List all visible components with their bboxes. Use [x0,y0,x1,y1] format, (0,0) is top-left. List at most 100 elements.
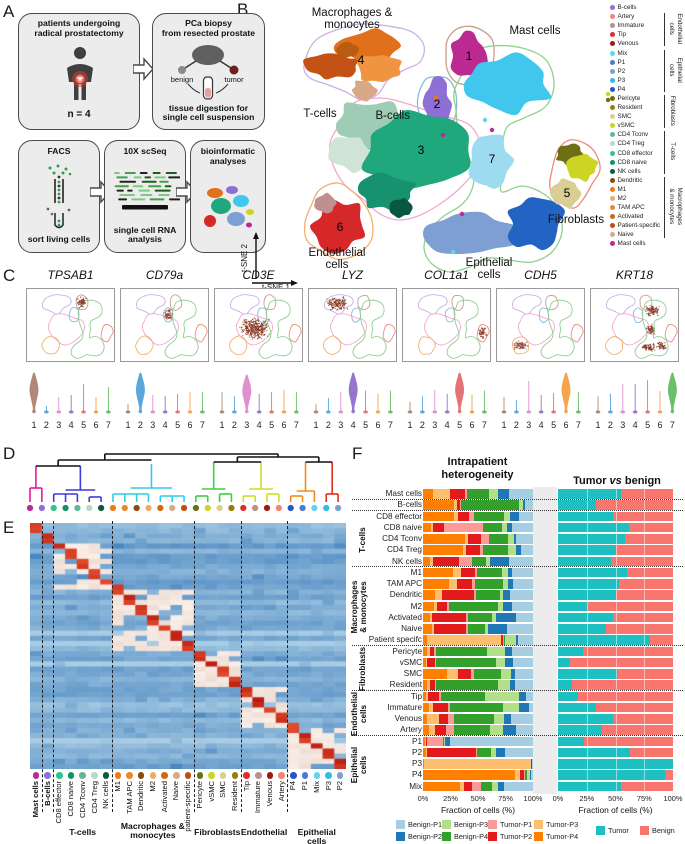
expression-dot [327,298,329,300]
expression-dot [265,323,267,326]
expression-dot [263,328,266,330]
violin-base [526,410,532,414]
bar-row-label: TAM APC [386,579,422,588]
expression-dot [662,347,664,350]
stacked-bar-row [423,759,533,769]
bar-segment [436,680,498,690]
bar-segment [515,680,533,690]
minimap-contour [288,323,302,343]
expression-dot [164,314,166,316]
bar-segment [490,556,509,567]
minimap-contour [41,294,72,315]
stacked-bar-row [423,747,533,758]
bar-segment [426,747,428,758]
stacked-bar-row [423,635,533,645]
bar-segment [423,500,454,510]
expression-dot [482,332,485,335]
expression-dot [77,298,79,300]
minimap-contour [100,323,114,343]
tsne-cluster-blob [310,200,366,254]
expression-dot [330,302,332,304]
bar-segment [528,702,533,713]
bar-segment [497,680,510,690]
dendrogram-leaf-dot [240,504,247,512]
expression-dot [170,316,172,318]
bar-segment [484,624,488,634]
minimap-contour [634,299,669,359]
legend-item: CD8 effector [610,149,685,158]
legend-dot-icon [610,50,615,56]
bar-segment [502,522,507,533]
bar-segment [518,691,527,702]
expression-dot [661,341,663,344]
gene-tsne-minimap [402,288,491,362]
bar-segment [441,590,474,600]
legend-swatch [596,826,605,835]
tumor-benign-bar-row [558,669,673,679]
tumor-benign-bar-row [558,646,673,657]
tumor-segment [558,691,578,702]
heatmap-group-label: Endothelial [240,827,288,837]
bar-segment [457,500,461,510]
expression-dot [339,307,341,309]
minimap-contour [75,294,89,311]
expression-dot [645,346,647,349]
expression-dot [329,299,331,301]
title-part-italic: vs [609,474,622,487]
expression-dot [661,344,663,346]
expression-dot [260,324,262,326]
dendrogram-leaf-dot [62,504,69,512]
expression-dot [163,312,165,314]
minimap-svg [322,294,396,359]
legend-dot-icon [610,150,615,156]
expression-dot [82,302,85,304]
minimap-contour [135,335,154,355]
violin-plot [595,372,677,414]
bar-segment [431,612,466,623]
expression-dot [343,305,345,307]
expression-dot [647,308,650,310]
violin-plot [407,372,487,414]
bar-segment [471,669,474,679]
expression-dot [650,345,652,347]
expression-dot [486,334,488,336]
expression-dot [256,326,258,328]
expression-dot [650,331,652,333]
expression-dot [663,348,665,351]
expression-dot [245,319,247,321]
legend-item: Benign-P1 [396,820,442,829]
expression-dot [333,305,335,307]
expression-dot [519,346,522,348]
minimap-contour [194,323,208,343]
expression-dot [168,317,170,319]
legend-item: Benign-P2 [396,832,442,841]
bar-segment [476,567,503,578]
bar-segment [513,657,533,668]
benign-segment [595,702,673,713]
violin-base [375,410,381,414]
expression-dot [250,322,252,324]
expression-dot [648,347,650,350]
benign-segment [630,747,673,758]
violin-base [187,410,193,414]
tumor-benign-bar-row [558,489,673,499]
bar-segment [495,747,506,758]
heatmap-column-dot [173,772,180,779]
expression-dot [334,302,336,305]
benign-segment [577,691,673,702]
stacked-bar-row [423,657,533,668]
bar-row-label: Mast cells [385,489,422,498]
expression-dot [516,341,518,344]
legend-dot-icon [610,241,615,247]
legend-item-label: Tumor-P3 [546,820,579,829]
benign-segment [618,579,673,589]
bar-segment [426,736,428,747]
bar-row-label: CD4 Treg [386,545,422,555]
expression-dot [248,334,250,336]
expression-dot [650,327,653,329]
expression-dot [268,333,270,335]
legend-group-label: Fibroblasts [669,95,676,126]
expression-dot [651,328,653,330]
bar-segment [512,522,533,533]
heatmap-column-dot [32,772,40,779]
